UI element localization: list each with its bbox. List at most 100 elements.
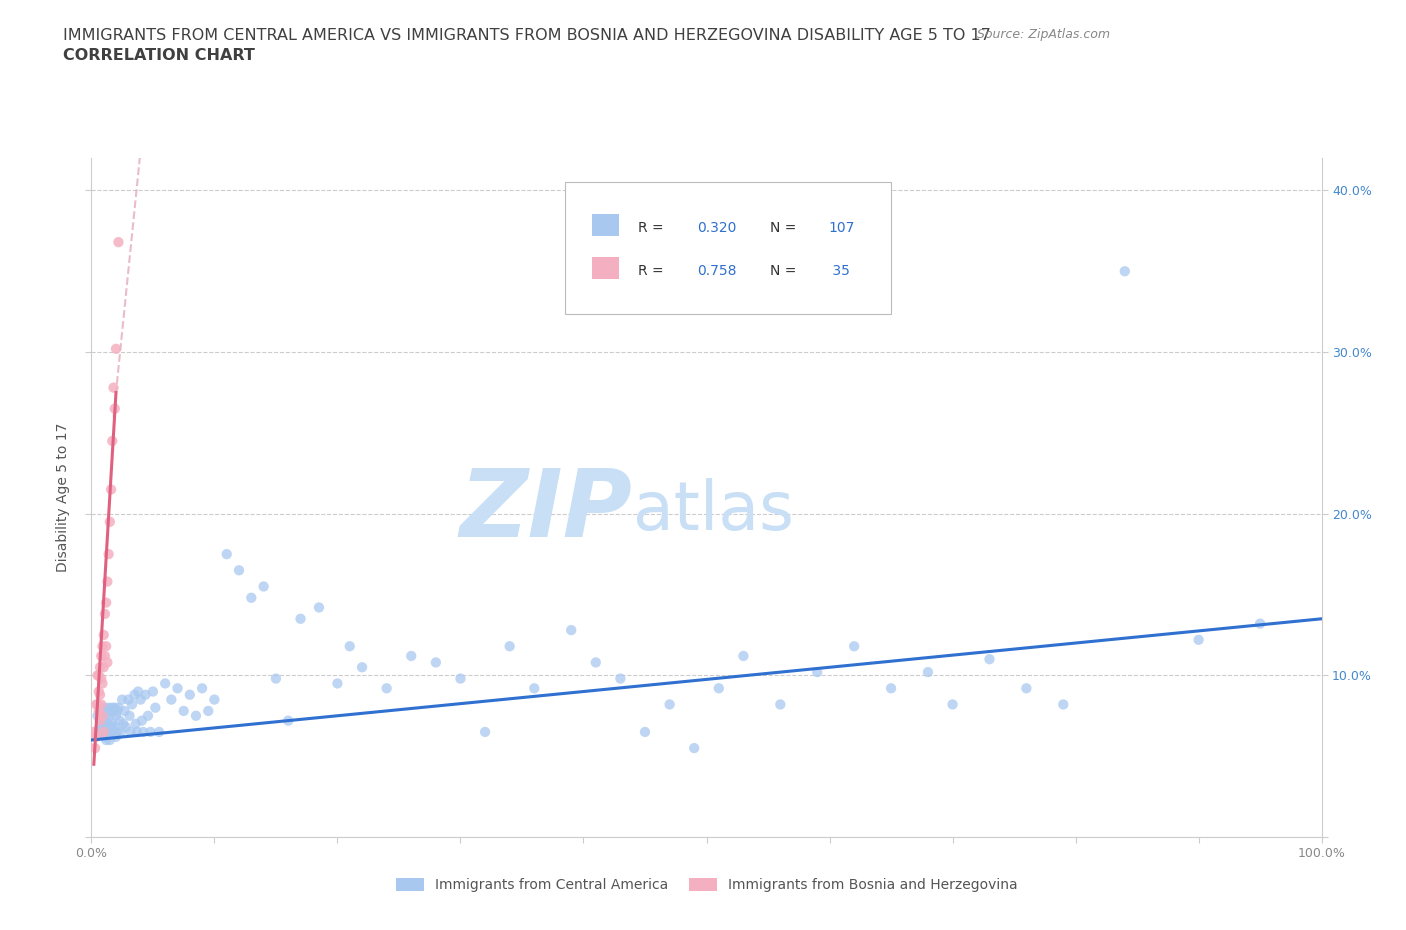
Point [326,676,349,691]
Point [93,628,115,643]
Point [86,697,108,711]
Point [498,639,520,654]
Text: Source: ZipAtlas.com: Source: ZipAtlas.com [977,28,1111,41]
Text: R =: R = [638,264,668,278]
FancyBboxPatch shape [592,257,619,279]
Point [979,652,1001,667]
Point [129,692,152,707]
Point [179,687,201,702]
Point [84,740,107,755]
Point [107,234,129,249]
Point [290,611,312,626]
Point [89,703,111,718]
Point [160,692,183,707]
Point [120,724,142,739]
Point [91,676,114,691]
Point [121,697,143,711]
Point [112,716,135,731]
Point [101,716,124,731]
Point [1015,681,1038,696]
Point [96,655,118,670]
Point [87,724,110,739]
Point [277,713,299,728]
Point [86,668,108,683]
Point [90,700,112,715]
Text: 0.758: 0.758 [696,264,737,278]
Point [94,729,117,744]
Text: CORRELATION CHART: CORRELATION CHART [63,48,254,63]
Point [87,684,110,699]
Point [880,681,903,696]
Point [523,681,546,696]
Point [191,681,214,696]
Point [86,729,108,744]
Point [153,676,177,691]
Text: atlas: atlas [633,478,793,544]
Point [96,720,117,735]
Point [87,668,110,683]
Point [474,724,496,739]
Point [101,700,124,715]
Point [127,684,149,699]
Point [89,720,111,735]
Point [339,639,361,654]
Point [110,724,132,739]
Point [96,574,118,589]
Legend: Immigrants from Central America, Immigrants from Bosnia and Herzegovina: Immigrants from Central America, Immigra… [391,872,1022,898]
Point [90,697,112,711]
Point [145,700,166,715]
Point [91,709,114,724]
Point [124,687,146,702]
Point [264,671,287,686]
Point [100,703,122,718]
Point [83,724,105,739]
Point [114,720,138,735]
Point [202,692,225,707]
Point [135,687,156,702]
Text: 35: 35 [828,264,851,278]
Point [806,665,828,680]
Point [1114,264,1136,279]
Point [131,713,153,728]
Point [240,591,263,605]
Y-axis label: Disability Age 5 to 17: Disability Age 5 to 17 [56,423,70,572]
Point [1249,617,1271,631]
Point [94,700,117,715]
Point [352,660,374,675]
Point [118,709,141,724]
Point [91,724,114,739]
Point [1187,632,1209,647]
Point [96,639,117,654]
Point [96,709,117,724]
Point [560,623,582,638]
Point [111,692,134,707]
Point [94,648,117,663]
Point [93,724,115,739]
Point [96,703,118,718]
Point [425,655,447,670]
Point [634,724,657,739]
Text: ZIP: ZIP [460,465,633,557]
Point [108,713,131,728]
Point [104,720,127,735]
Point [658,697,681,711]
Text: R =: R = [638,221,668,235]
Point [124,716,146,731]
Point [585,655,607,670]
Point [89,660,111,675]
Point [105,724,128,739]
Point [91,709,114,724]
FancyBboxPatch shape [565,182,891,314]
Point [103,703,125,718]
Point [90,716,112,731]
Text: 107: 107 [828,221,855,235]
Point [941,697,963,711]
Point [104,700,127,715]
Text: IMMIGRANTS FROM CENTRAL AMERICA VS IMMIGRANTS FROM BOSNIA AND HERZEGOVINA DISABI: IMMIGRANTS FROM CENTRAL AMERICA VS IMMIG… [63,28,991,43]
Point [142,684,165,699]
Text: N =: N = [770,221,801,235]
Point [609,671,631,686]
Point [94,716,117,731]
Point [148,724,170,739]
Point [90,671,112,686]
